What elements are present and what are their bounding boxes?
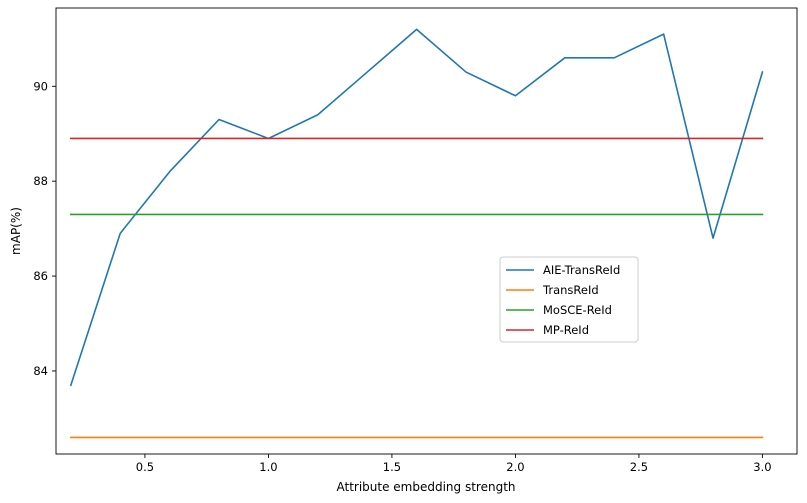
y-tick-label: 86 (33, 269, 48, 283)
legend-label-mosce-reid: MoSCE-ReId (543, 303, 612, 317)
x-tick-label: 1.0 (259, 460, 277, 474)
legend-box (499, 256, 639, 343)
x-tick-label: 3.0 (753, 460, 771, 474)
legend-label-aie-transreid: AIE-TransReId (543, 263, 620, 277)
x-axis-label: Attribute embedding strength (336, 480, 515, 494)
axes-frame (55, 7, 798, 455)
y-tick-label: 90 (33, 79, 48, 93)
series-layer (69, 28, 764, 439)
x-tick-label: 2.5 (630, 460, 648, 474)
y-tick-label: 84 (33, 364, 48, 378)
y-tick-label: 88 (33, 174, 48, 188)
x-axis-ticks: 0.5 1.0 1.5 2.0 2.5 3.0 (136, 454, 772, 474)
y-axis-ticks: 84 86 88 90 (33, 79, 56, 378)
legend-label-transreid: TransReId (542, 283, 599, 297)
y-axis-label: mAP(%) (9, 207, 23, 255)
x-tick-label: 1.5 (383, 460, 401, 474)
legend-items: AIE-TransReId TransReId MoSCE-ReId MP-ReId (506, 263, 620, 337)
x-tick-label: 2.0 (506, 460, 524, 474)
legend: AIE-TransReId TransReId MoSCE-ReId MP-ReId (499, 256, 639, 343)
series-line-aie-transreid (69, 28, 764, 387)
x-tick-label: 0.5 (136, 460, 154, 474)
legend-label-mp-reid: MP-ReId (543, 323, 589, 337)
